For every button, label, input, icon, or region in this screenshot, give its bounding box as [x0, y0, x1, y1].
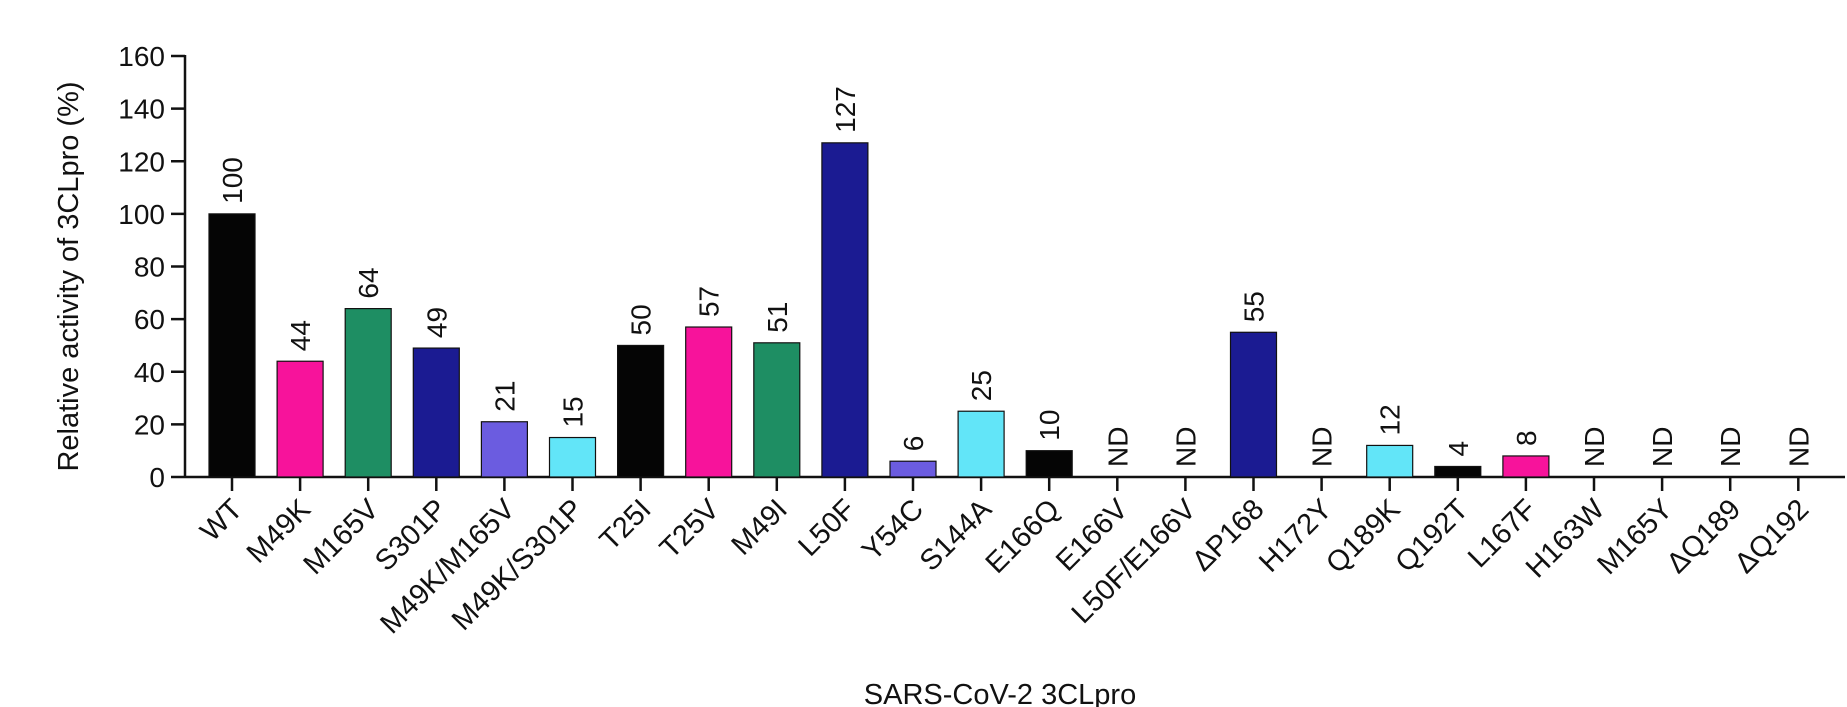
bar [276, 360, 324, 478]
y-tick-label: 0 [149, 462, 165, 493]
data-label: 44 [285, 320, 316, 351]
data-label: 25 [966, 370, 997, 401]
bar [412, 347, 460, 478]
data-label: 12 [1375, 404, 1406, 435]
bar [344, 308, 392, 478]
data-label: 57 [694, 286, 725, 317]
data-label: ND [1102, 427, 1133, 467]
data-label: 55 [1239, 291, 1270, 322]
bars [208, 142, 1550, 478]
data-label: 49 [421, 307, 452, 338]
x-axis-title: SARS-CoV-2 3CLpro [864, 679, 1136, 707]
y-axis-title: Relative activity of 3CLpro (%) [53, 81, 85, 471]
bar [1434, 465, 1482, 478]
bar [957, 410, 1005, 478]
x-axis [185, 475, 1845, 491]
x-tick-label: ΔQ189 [1661, 493, 1747, 579]
data-label: ND [1579, 427, 1610, 467]
bar [1229, 331, 1278, 478]
y-tick-label: 100 [118, 199, 165, 230]
data-label: 4 [1443, 441, 1474, 457]
x-tick-label: M165Y [1591, 493, 1679, 581]
x-tick-label: M165V [298, 493, 386, 581]
value-labels: 100 44 64 49 21 15 50 57 51 127 6 25 10 ND ND 55 ND 12 4 8 N… [217, 86, 1814, 467]
bar [616, 344, 665, 478]
data-label: 10 [1034, 410, 1065, 441]
bar [480, 421, 528, 478]
bar [685, 326, 733, 478]
x-tick-label: E166Q [980, 493, 1066, 579]
data-label: 51 [762, 302, 793, 333]
x-tick-label: H172Y [1253, 493, 1338, 578]
x-tick-label: Q189K [1320, 493, 1407, 580]
data-label: 15 [558, 396, 589, 427]
x-tick-label: T25V [654, 493, 726, 565]
data-label: 6 [898, 436, 929, 452]
y-tick-label: 20 [134, 409, 165, 440]
y-tick-label: 80 [134, 252, 165, 283]
bar [1366, 444, 1414, 478]
data-label: ND [1170, 427, 1201, 467]
y-tick-label: 140 [118, 94, 165, 125]
data-label: 127 [830, 86, 861, 133]
x-tick-label: Q192T [1389, 493, 1475, 579]
bar [548, 436, 597, 478]
data-label: ND [1647, 427, 1678, 467]
y-axis: 0 20 40 60 80 100 120 140 160 [118, 41, 187, 493]
y-tick-label: 120 [118, 146, 165, 177]
data-label: 21 [489, 381, 520, 412]
data-label: 64 [353, 267, 384, 298]
x-tick-label: H163W [1520, 493, 1611, 584]
data-label: 100 [217, 157, 248, 204]
x-tick-label: S144A [914, 493, 999, 578]
y-tick-label: 40 [134, 357, 165, 388]
x-tick-label: L50F [792, 493, 861, 562]
y-tick-label: 160 [118, 41, 165, 72]
x-tick-label: M49I [726, 493, 794, 561]
bar [1025, 450, 1073, 478]
data-label: 8 [1511, 430, 1542, 446]
bar [821, 142, 869, 478]
bar [889, 460, 937, 478]
x-tick-label: ΔQ192 [1729, 493, 1815, 579]
data-label: ND [1783, 427, 1814, 467]
data-label: ND [1715, 427, 1746, 467]
data-label: 50 [626, 304, 657, 335]
bar [753, 342, 801, 478]
y-tick-label: 60 [134, 304, 165, 335]
bar [1502, 455, 1550, 478]
x-tick-label: T25I [594, 493, 658, 557]
data-label: ND [1307, 427, 1338, 467]
bar [208, 213, 256, 478]
x-tick-label: WT [194, 493, 249, 548]
x-tick-label: ΔP168 [1186, 493, 1270, 577]
